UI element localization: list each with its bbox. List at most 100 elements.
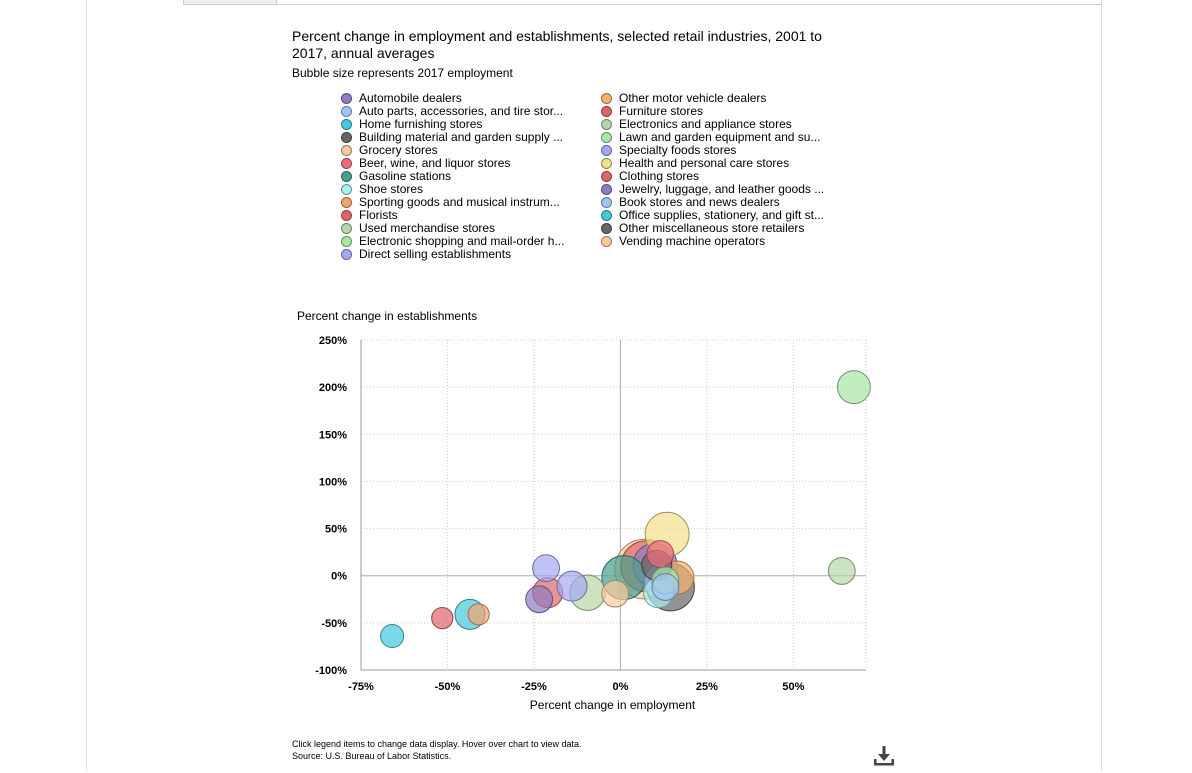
y-tick-label: 200%: [319, 382, 347, 394]
legend-item-beer-wine-and-liquor-stores[interactable]: Beer, wine, and liquor stores: [341, 157, 510, 170]
legend-item-vending-machine-operators[interactable]: Vending machine operators: [601, 235, 765, 248]
legend-swatch: [601, 236, 612, 247]
legend-item-home-furnishing-stores[interactable]: Home furnishing stores: [341, 118, 482, 131]
x-tick-label: 0%: [612, 681, 628, 693]
legend-swatch: [601, 158, 612, 169]
legend-item-clothing-stores[interactable]: Clothing stores: [601, 170, 699, 183]
x-axis-title: Percent change in employment: [530, 698, 696, 712]
legend-label: Grocery stores: [359, 143, 438, 157]
legend-label: Shoe stores: [359, 182, 424, 196]
legend-item-furniture-stores[interactable]: Furniture stores: [601, 105, 703, 118]
bubble-sporting-goods-and-musical-instrum[interactable]: [467, 603, 490, 626]
legend-swatch: [341, 184, 352, 195]
bubble-direct-selling-establishments[interactable]: [532, 554, 560, 583]
legend-item-building-material-and-garden-supply[interactable]: Building material and garden supply ...: [341, 131, 563, 144]
legend-swatch: [601, 210, 612, 221]
legend-item-auto-parts-accessories-and-tire-stor[interactable]: Auto parts, accessories, and tire stor..…: [341, 105, 563, 118]
legend-swatch: [601, 106, 612, 117]
legend-item-automobile-dealers[interactable]: Automobile dealers: [341, 92, 462, 105]
chart-title: Percent change in employment and establi…: [292, 28, 822, 61]
bubble-jewelry-luggage-and-leather-goods[interactable]: [525, 585, 554, 614]
legend-item-office-supplies-stationery-and-gift-st[interactable]: Office supplies, stationery, and gift st…: [601, 209, 824, 222]
legend-label: Furniture stores: [619, 104, 704, 118]
legend-swatch: [601, 132, 612, 143]
legend-swatch: [341, 197, 352, 208]
chart-instructions: Click legend items to change data displa…: [292, 739, 582, 749]
legend-item-sporting-goods-and-musical-instrum[interactable]: Sporting goods and musical instrum...: [341, 196, 560, 209]
legend-label: Building material and garden supply ...: [359, 130, 564, 144]
legend-item-book-stores-and-news-dealers[interactable]: Book stores and news dealers: [601, 196, 780, 209]
x-tick-label: -25%: [521, 681, 547, 693]
chart-subtitle: Bubble size represents 2017 employment: [292, 66, 513, 80]
legend-swatch: [341, 106, 352, 117]
download-icon[interactable]: [872, 744, 896, 768]
legend-label: Jewelry, luggage, and leather goods ...: [619, 182, 825, 196]
legend-label: Automobile dealers: [359, 91, 462, 105]
legend-swatch: [341, 145, 352, 156]
legend-swatch: [601, 93, 612, 104]
legend-item-jewelry-luggage-and-leather-goods[interactable]: Jewelry, luggage, and leather goods ...: [601, 183, 824, 196]
legend-swatch: [601, 171, 612, 182]
legend-label: Office supplies, stationery, and gift st…: [619, 208, 824, 222]
legend-label: Florists: [359, 208, 398, 222]
legend-label: Home furnishing stores: [359, 117, 483, 131]
legend-swatch: [601, 197, 612, 208]
bubble-beer-wine-and-liquor-stores[interactable]: [646, 540, 675, 568]
legend-label: Electronic shopping and mail-order h...: [359, 234, 565, 248]
legend-item-direct-selling-establishments[interactable]: Direct selling establishments: [341, 248, 511, 261]
legend-label: Lawn and garden equipment and su...: [619, 130, 821, 144]
legend-swatch: [341, 223, 352, 234]
legend-label: Specialty foods stores: [619, 143, 737, 157]
legend-swatch: [601, 223, 612, 234]
legend-swatch: [341, 132, 352, 143]
legend-item-used-merchandise-stores[interactable]: Used merchandise stores: [341, 222, 495, 235]
tab-bar-divider: [183, 4, 1102, 5]
y-tick-label: 250%: [319, 335, 347, 347]
y-tick-label: 50%: [325, 524, 347, 536]
chart-legend: Automobile dealers Auto parts, accessorie…: [341, 92, 861, 264]
legend-item-grocery-stores[interactable]: Grocery stores: [341, 144, 438, 157]
legend-label: Beer, wine, and liquor stores: [359, 156, 511, 170]
legend-item-lawn-and-garden-equipment-and-su[interactable]: Lawn and garden equipment and su...: [601, 131, 820, 144]
legend-label: Electronics and appliance stores: [619, 117, 792, 131]
legend-label: Vending machine operators: [619, 234, 766, 248]
legend-item-shoe-stores[interactable]: Shoe stores: [341, 183, 423, 196]
legend-swatch: [601, 145, 612, 156]
legend-item-other-motor-vehicle-dealers[interactable]: Other motor vehicle dealers: [601, 92, 766, 105]
legend-label: Sporting goods and musical instrum...: [359, 195, 560, 209]
x-tick-label: 25%: [696, 681, 718, 693]
legend-label: Book stores and news dealers: [619, 195, 780, 209]
legend-label: Clothing stores: [619, 169, 700, 183]
bubble-book-stores-and-news-dealers[interactable]: [651, 573, 680, 601]
legend-swatch: [341, 249, 352, 260]
legend-label: Direct selling establishments: [359, 247, 512, 261]
x-tick-label: 50%: [782, 681, 804, 693]
legend-item-gasoline-stations[interactable]: Gasoline stations: [341, 170, 451, 183]
legend-item-other-miscellaneous-store-retailers[interactable]: Other miscellaneous store retailers: [601, 222, 804, 235]
legend-swatch: [341, 119, 352, 130]
bubble-electronic-shopping-and-mail-order-h[interactable]: [836, 370, 871, 405]
bubble-specialty-foods-stores[interactable]: [556, 570, 588, 602]
page-frame-left-border: [86, 0, 87, 770]
bubble-florists[interactable]: [431, 607, 454, 630]
legend-label: Gasoline stations: [359, 169, 452, 183]
legend-label: Other motor vehicle dealers: [619, 91, 767, 105]
bubble-electronics-and-appliance-stores[interactable]: [827, 557, 856, 585]
legend-item-florists[interactable]: Florists: [341, 209, 398, 222]
x-tick-label: -50%: [435, 681, 461, 693]
legend-swatch: [341, 93, 352, 104]
page-frame-right-border: [1101, 0, 1102, 770]
legend-item-electronics-and-appliance-stores[interactable]: Electronics and appliance stores: [601, 118, 792, 131]
y-tick-label: -50%: [321, 618, 347, 630]
bubble-home-furnishing-stores[interactable]: [380, 624, 405, 649]
legend-swatch: [341, 236, 352, 247]
legend-swatch: [601, 184, 612, 195]
legend-item-electronic-shopping-and-mail-order-h[interactable]: Electronic shopping and mail-order h...: [341, 235, 564, 248]
legend-swatch: [601, 119, 612, 130]
y-tick-label: 100%: [319, 476, 347, 488]
legend-item-health-and-personal-care-stores[interactable]: Health and personal care stores: [601, 157, 789, 170]
bubble-vending-machine-operators[interactable]: [601, 579, 630, 608]
legend-item-specialty-foods-stores[interactable]: Specialty foods stores: [601, 144, 736, 157]
legend-label: Health and personal care stores: [619, 156, 790, 170]
